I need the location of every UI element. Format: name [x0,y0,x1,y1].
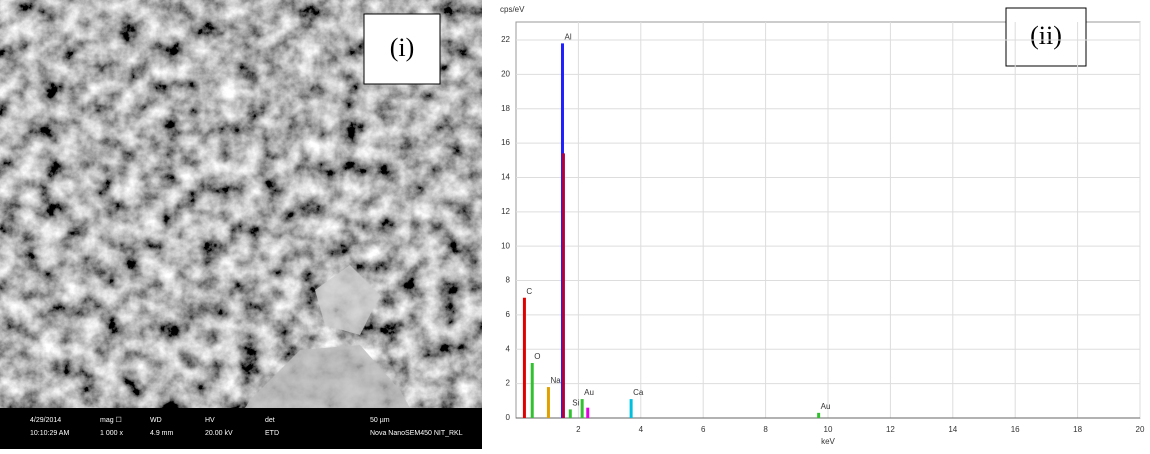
x-tick-label: 2 [576,425,581,434]
x-tick-label: 14 [948,425,957,434]
peak-label: Au [584,388,594,397]
sem-info-text: 4/29/2014 [30,417,61,424]
peak-label: Si [572,399,579,408]
sem-info-text: mag ☐ [100,416,122,424]
y-tick-label: 18 [501,104,510,113]
x-tick-label: 16 [1011,425,1020,434]
peak-label: Na [550,376,561,385]
panel-label-box [1005,7,1087,67]
peak-label: Ca [633,388,644,397]
x-tick-label: 10 [824,425,833,434]
x-tick-label: 12 [886,425,895,434]
sem-info-text: 20.00 kV [205,430,233,437]
sem-image: (i) [0,0,482,449]
y-tick-label: 10 [501,241,510,250]
y-tick-label: 12 [501,207,510,216]
x-tick-label: 6 [701,425,706,434]
sem-info-text: 1 000 x [100,430,123,437]
y-tick-label: 6 [506,310,511,319]
y-tick-label: 20 [501,69,510,78]
sem-info-text: WD [150,417,162,424]
spectrum-panel: (ii) cps/eV keV [500,5,1141,446]
x-tick-label: 4 [639,425,644,434]
peak-label: Au [821,402,831,411]
y-tick-label: 4 [506,344,511,353]
sem-info-text: 10:10:29 AM [30,430,69,437]
sem-info-text: HV [205,417,215,424]
sem-info-text: 4.9 mm [150,430,174,437]
panel-label: (ii) [1030,21,1062,50]
y-tick-label: 16 [501,138,510,147]
x-tick-label: 20 [1136,425,1145,434]
peak-label: O [534,352,540,361]
y-tick-label: 14 [501,173,510,182]
x-tick-label: 18 [1073,425,1082,434]
peak-label: Al [564,33,571,42]
panel-label: (i) [390,33,415,62]
sem-info-bar [0,408,482,449]
sem-info-text: Nova NanoSEM450 NIT_RKL [370,430,463,437]
panel-label-box [363,13,441,85]
sem-info-text: 50 µm [370,417,390,424]
crystal [315,265,380,335]
sem-info-text: ETD [265,430,279,437]
x-tick-label: 8 [763,425,768,434]
y-tick-label: 0 [506,413,511,422]
sem-info-text: det [265,417,275,424]
crystal [245,345,410,408]
y-tick-label: 2 [506,379,511,388]
y-tick-label: 22 [501,35,510,44]
x-axis-label: keV [821,437,835,446]
y-tick-label: 8 [506,276,511,285]
peak-label: C [526,287,532,296]
y-axis-label: cps/eV [500,5,525,14]
